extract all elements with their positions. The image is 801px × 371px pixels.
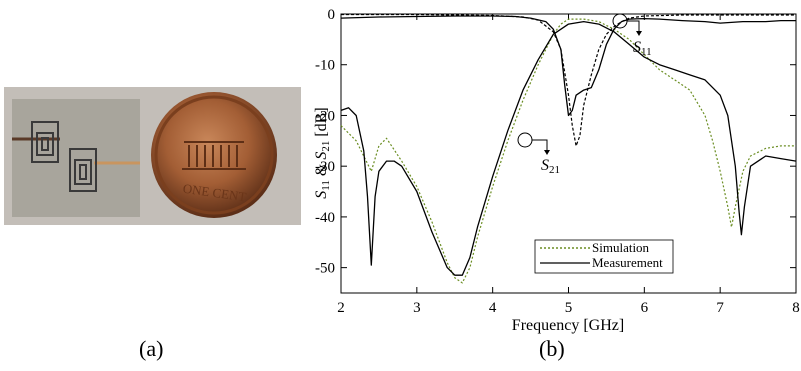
s21-arrow: [532, 139, 548, 152]
x-tick-label: 5: [565, 300, 573, 316]
y-tick-label: -20: [315, 108, 335, 124]
legend-label-simulation: Simulation: [592, 240, 650, 255]
legend-label-measurement: Measurement: [592, 255, 663, 270]
series-simulation-s21: [340, 18, 796, 284]
prototype-photo: ONE CENT: [4, 87, 301, 225]
series-simulation-s11: [341, 13, 796, 147]
substrate: [12, 99, 140, 217]
x-tick-label: 4: [489, 300, 497, 316]
s21-annotation: S21: [517, 132, 560, 176]
y-tick-label: 0: [328, 7, 336, 23]
x-tick-label: 2: [337, 300, 345, 316]
legend-box: [534, 239, 674, 274]
y-tick-label: -10: [315, 58, 335, 74]
x-tick-label: 6: [641, 300, 649, 316]
s21-marker-circle: [517, 132, 533, 148]
x-tick-label: 7: [716, 300, 724, 316]
s21-arrowhead: [544, 150, 550, 155]
s11-label: S11: [633, 39, 652, 58]
resonator-1: [31, 121, 59, 163]
series-layer: [340, 13, 797, 284]
series-measurement-s21: [340, 20, 797, 276]
x-tick-label: 8: [792, 300, 800, 316]
panel-a-label: (a): [139, 336, 164, 361]
legend: Simulation Measurement: [534, 239, 674, 274]
memorial-engraving: [182, 141, 246, 170]
s21-label: S21: [541, 157, 560, 176]
penny-rim: [154, 95, 274, 215]
resonator-2: [69, 148, 97, 192]
panel-b-label: (b): [539, 336, 565, 361]
x-tick-label: 3: [413, 300, 421, 316]
s11-arrow: [627, 20, 640, 33]
y-tick-label: -40: [315, 210, 335, 226]
s11-arrowhead: [636, 31, 642, 36]
y-tick-label: -30: [315, 159, 335, 175]
series-measurement-s11: [340, 15, 796, 117]
x-axis-label: Frequency [GHz]: [512, 317, 624, 334]
axis-ticks: 2 3 4 5 6 7 8 0 -10 -20 -30 -40 -50: [315, 7, 800, 316]
y-tick-label: -50: [315, 261, 335, 277]
y-axis-label: S11 & S21 [dB]: [313, 107, 332, 198]
